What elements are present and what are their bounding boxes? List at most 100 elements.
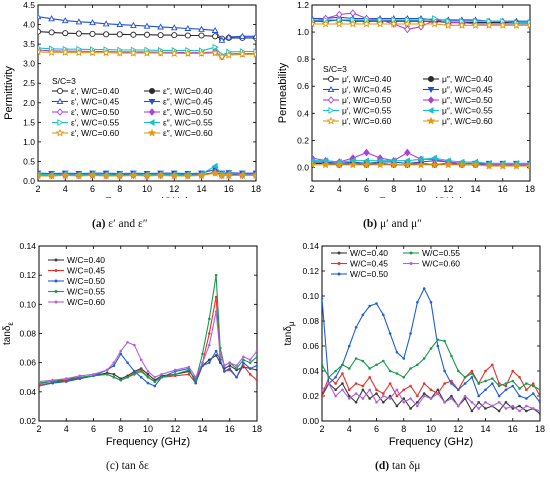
data-point: [119, 349, 123, 353]
data-point: [368, 397, 371, 400]
y-tick-label: 0.5: [23, 156, 35, 166]
data-point: [362, 19, 371, 28]
data-point: [214, 310, 218, 313]
data-point: [388, 332, 392, 335]
data-point: [115, 48, 124, 57]
y-tick-label: 0.12: [19, 270, 36, 280]
x-tick-label: 12: [443, 184, 453, 194]
y-tick-label: 0.04: [19, 387, 36, 397]
data-point: [429, 388, 433, 392]
x-axis-label: Frequency (GHz): [105, 196, 189, 198]
data-point: [416, 363, 419, 367]
data-point: [525, 20, 530, 29]
plot-area: [38, 13, 256, 180]
x-tick-label: 4: [63, 184, 68, 194]
data-point: [416, 394, 419, 398]
data-point: [409, 397, 412, 400]
x-tick-label: 8: [118, 424, 123, 434]
data-point: [38, 47, 43, 56]
data-point: [484, 400, 487, 404]
data-point: [389, 19, 398, 28]
data-point: [187, 368, 191, 372]
data-point: [146, 370, 150, 373]
y-tick-label: 0.6: [297, 81, 309, 91]
y-tick-label: 0.0: [23, 176, 35, 186]
data-point: [235, 364, 238, 367]
x-tick-label: 6: [364, 184, 369, 194]
legend-label: ε′, W/C=0.40: [71, 86, 119, 96]
data-point: [251, 171, 256, 180]
data-point: [417, 155, 424, 163]
data-point: [443, 339, 446, 343]
data-point: [47, 171, 56, 180]
data-point: [395, 372, 399, 375]
legend-label: μ″, W/C=0.45: [442, 85, 493, 95]
data-point: [39, 384, 41, 388]
x-tick-label: 16: [225, 424, 235, 434]
data-point: [133, 343, 136, 347]
data-point: [531, 392, 535, 395]
legend-label: μ′, W/C=0.55: [342, 106, 392, 116]
plot-group: 2 4 6 8 10 12 14 16 18 0.0 0.5 1.0 1.5 2.0 2.5 3.0 3.5 4.…: [3, 0, 261, 198]
data-point: [157, 32, 164, 39]
data-point: [361, 313, 365, 317]
data-point: [471, 160, 480, 169]
data-point: [223, 370, 226, 373]
data-point: [525, 409, 528, 413]
data-point: [146, 375, 150, 379]
y-tick-label: 4.5: [23, 0, 35, 10]
legend-label: μ″, W/C=0.50: [442, 95, 493, 105]
legend-label: W/C=0.55: [67, 287, 105, 297]
legend-swatch-marker: [54, 279, 58, 283]
legend-label: W/C=0.50: [67, 276, 105, 286]
x-tick-label: 6: [374, 424, 379, 434]
data-point: [422, 382, 426, 385]
data-point: [126, 375, 129, 379]
data-point: [208, 317, 211, 321]
data-point: [173, 368, 177, 372]
data-point: [457, 20, 467, 29]
legend-swatch-marker: [56, 97, 64, 105]
legend-label: μ′, W/C=0.50: [342, 95, 392, 105]
data-point: [368, 375, 371, 379]
data-point: [470, 400, 474, 404]
data-point: [48, 29, 55, 36]
plot-area: [312, 9, 530, 170]
data-point: [88, 171, 97, 180]
data-point: [484, 369, 487, 373]
legend-swatch-marker: [54, 258, 58, 262]
data-point: [518, 404, 521, 408]
y-tick-label: 0.14: [302, 241, 319, 251]
data-point: [235, 367, 238, 370]
data-point: [341, 372, 344, 375]
legend-swatch-marker: [337, 251, 341, 255]
data-point: [321, 160, 330, 169]
data-point: [388, 394, 392, 398]
data-point: [139, 358, 143, 362]
data-point: [255, 368, 257, 372]
data-point: [133, 370, 136, 373]
legend-swatch-marker: [148, 98, 156, 106]
data-point: [235, 375, 238, 379]
data-point: [146, 373, 150, 376]
data-point: [361, 359, 365, 363]
data-point: [170, 171, 179, 180]
data-point: [444, 20, 453, 29]
y-tick-label: 3.0: [23, 59, 35, 69]
data-point: [388, 382, 392, 385]
data-point: [525, 161, 530, 170]
data-point: [525, 382, 528, 385]
y-tick-label: 0.06: [19, 358, 36, 368]
data-point: [334, 375, 337, 379]
data-point: [429, 397, 433, 400]
data-point: [322, 297, 324, 300]
data-point: [382, 359, 385, 363]
data-point: [341, 382, 344, 385]
data-point: [347, 394, 351, 398]
y-tick-label: 0.08: [302, 316, 319, 326]
plot-frame: [38, 245, 258, 422]
data-point: [430, 19, 439, 28]
data-point: [395, 404, 399, 408]
y-tick-label: 0.0: [297, 162, 309, 172]
y-tick-label: 0.10: [19, 299, 36, 309]
